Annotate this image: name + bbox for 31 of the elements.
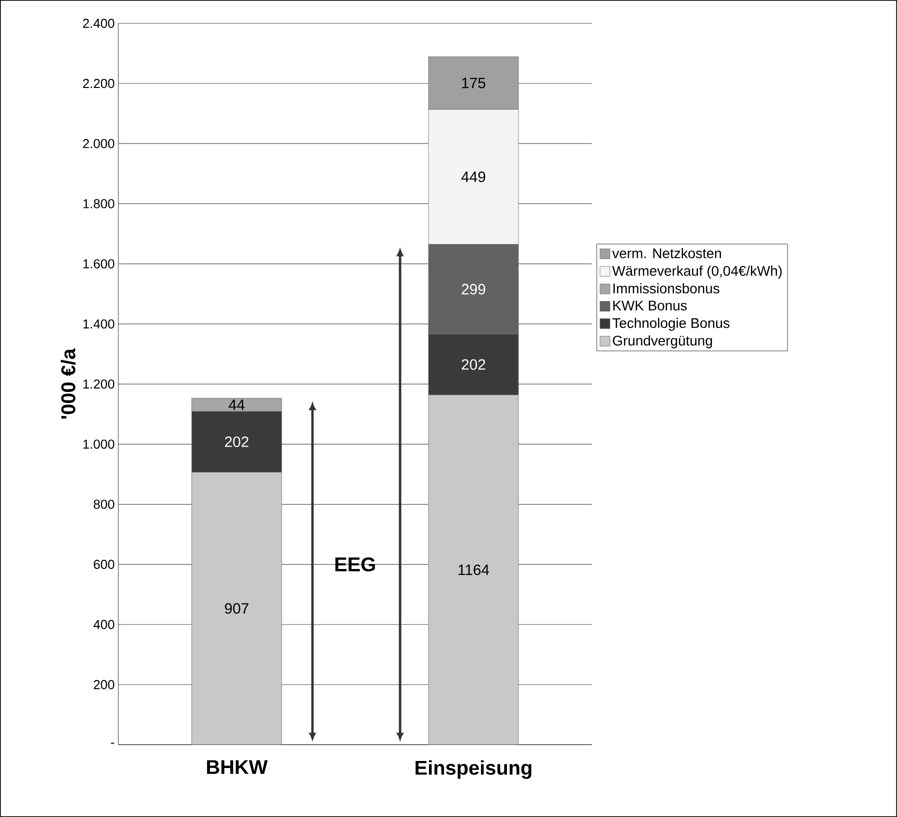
y-tick-label: 2.000 [83,138,114,148]
data-label: 449 [461,171,486,182]
y-tick-label: - [111,742,114,744]
legend-label: KWK Bonus [613,300,687,310]
legend-label: Grundvergütung [612,335,712,348]
y-tick-label: 400 [93,620,114,630]
y-tick-label: 600 [94,560,114,569]
legend-label: Immissionsbonus [613,283,720,294]
y-tick-label: 1.400 [83,319,114,328]
x-tick-label: BHKW [207,760,268,774]
data-label: 44 [228,400,245,410]
y-tick-label: 200 [94,680,114,690]
x-tick-label: Einspeisung [416,760,532,779]
annotation: EEG [335,557,375,572]
y-tick-label: 1.000 [83,440,114,449]
legend-label: verm. Netzkosten [612,248,721,258]
data-label: 299 [462,284,486,294]
y-tick-label: 1.800 [83,199,114,208]
y-tick-label: 800 [94,500,114,509]
legend-label: Wärmeverkauf (0,04€/kWh) [612,266,782,279]
data-label: 1164 [458,564,490,576]
data-label: 202 [224,436,248,448]
y-tick-label: 1.600 [83,259,114,268]
data-label: 907 [224,603,248,614]
legend-label: Technologie Bonus [612,318,730,331]
data-label: 175 [462,78,486,88]
y-tick-label: 2.400 [83,18,114,28]
y-tick-label: 1.200 [83,379,114,389]
y-axis-title: '000 €/a [60,348,76,419]
data-label: 202 [462,359,486,370]
y-tick-label: 2.200 [83,78,114,88]
